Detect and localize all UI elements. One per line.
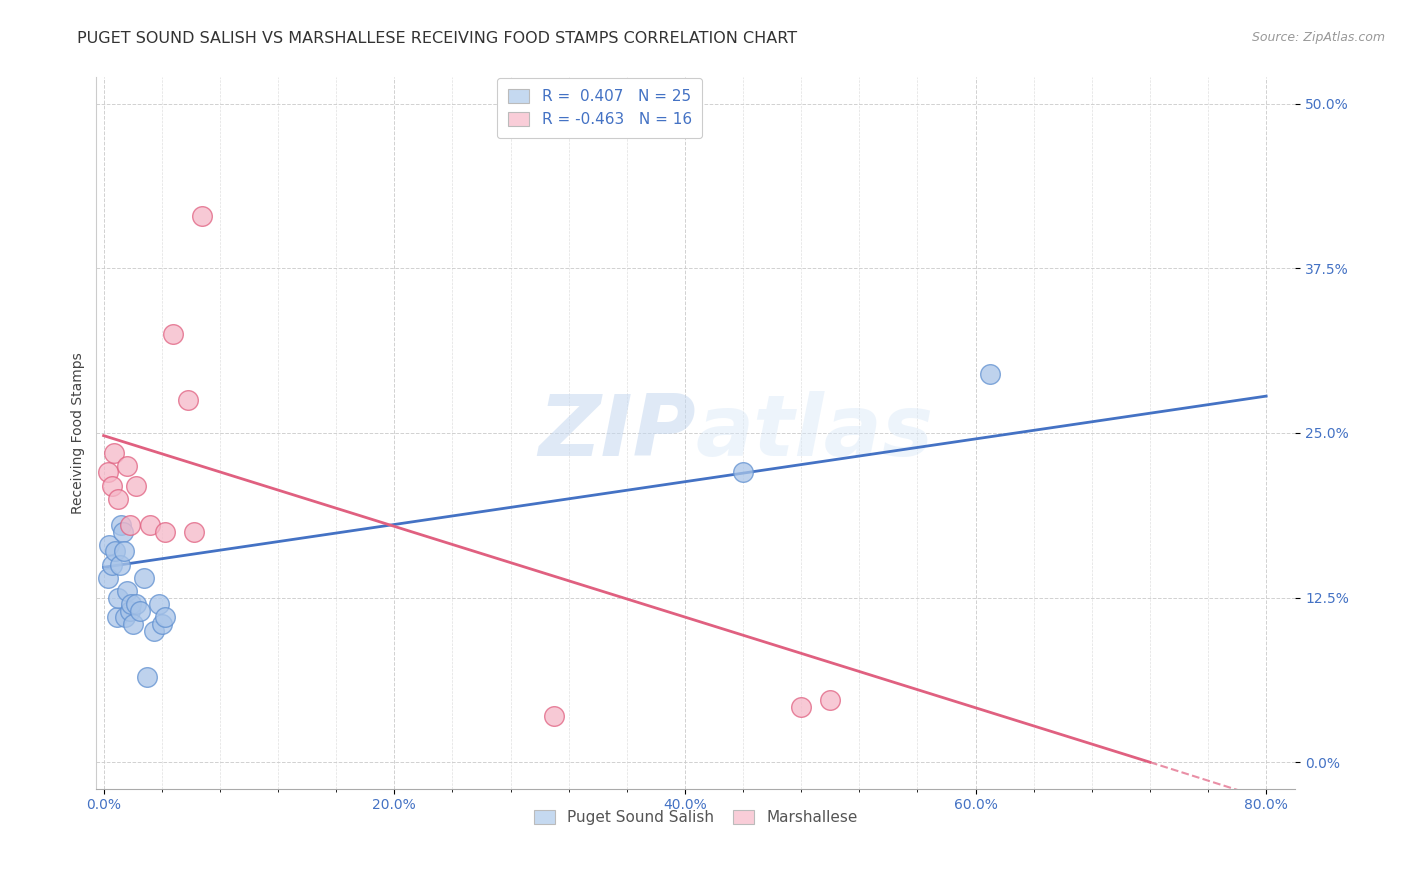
Point	[153, 610, 176, 624]
Point	[143, 624, 166, 638]
Point	[818, 693, 841, 707]
Point	[790, 699, 813, 714]
Point	[110, 518, 132, 533]
Point	[104, 544, 127, 558]
Point	[103, 446, 125, 460]
Point	[177, 393, 200, 408]
Point	[150, 616, 173, 631]
Point	[979, 367, 1001, 381]
Point	[105, 610, 128, 624]
Y-axis label: Receiving Food Stamps: Receiving Food Stamps	[72, 352, 86, 514]
Point	[115, 584, 138, 599]
Point	[120, 597, 142, 611]
Point	[148, 597, 170, 611]
Point	[101, 558, 124, 572]
Point	[97, 466, 120, 480]
Point	[543, 709, 565, 723]
Point	[731, 466, 754, 480]
Text: Source: ZipAtlas.com: Source: ZipAtlas.com	[1251, 31, 1385, 45]
Point	[162, 327, 184, 342]
Point	[112, 544, 135, 558]
Point	[118, 604, 141, 618]
Point	[118, 518, 141, 533]
Point	[107, 491, 129, 506]
Point	[191, 209, 214, 223]
Point	[124, 597, 146, 611]
Point	[114, 610, 136, 624]
Point	[134, 571, 156, 585]
Point	[124, 478, 146, 492]
Point	[136, 670, 159, 684]
Text: PUGET SOUND SALISH VS MARSHALLESE RECEIVING FOOD STAMPS CORRELATION CHART: PUGET SOUND SALISH VS MARSHALLESE RECEIV…	[77, 31, 797, 46]
Legend: Puget Sound Salish, Marshallese: Puget Sound Salish, Marshallese	[524, 800, 868, 834]
Point	[183, 524, 205, 539]
Text: atlas: atlas	[696, 392, 934, 475]
Point	[121, 616, 143, 631]
Text: ZIP: ZIP	[538, 392, 696, 475]
Point	[97, 571, 120, 585]
Point	[153, 524, 176, 539]
Point	[115, 458, 138, 473]
Point	[107, 591, 129, 605]
Point	[129, 604, 152, 618]
Point	[111, 524, 134, 539]
Point	[108, 558, 131, 572]
Point	[101, 478, 124, 492]
Point	[98, 538, 121, 552]
Point	[139, 518, 162, 533]
